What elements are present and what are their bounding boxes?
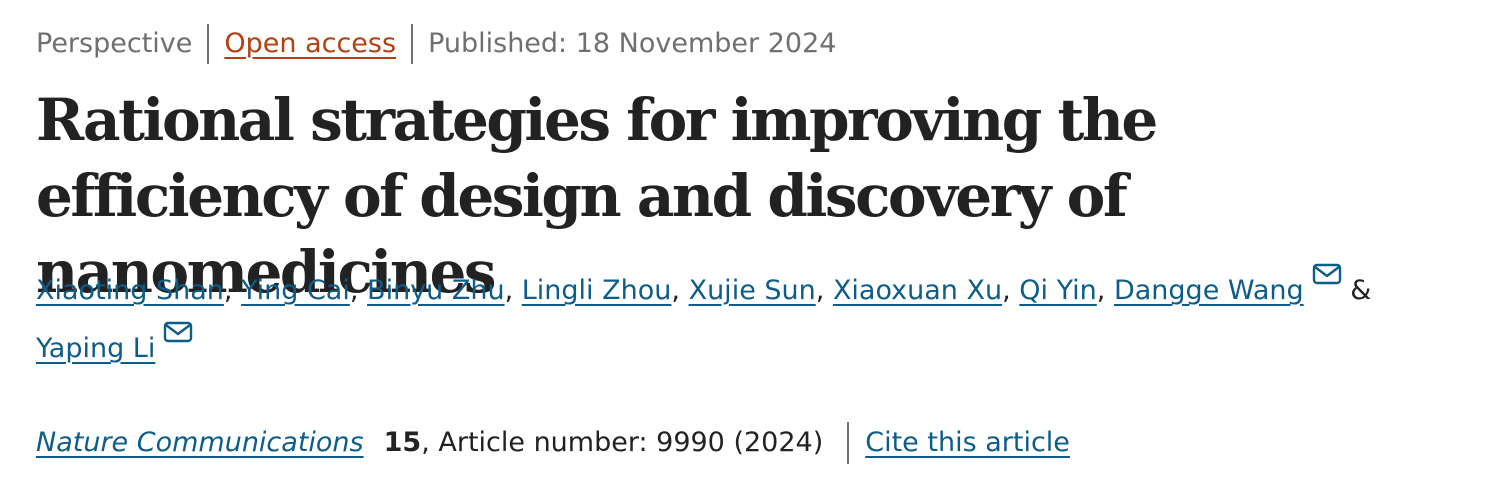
journal-volume: 15 [383, 427, 422, 458]
author-separator: , [504, 275, 514, 306]
author-link[interactable]: Dangge Wang [1113, 275, 1304, 306]
author-link[interactable]: Yaping Li [36, 333, 156, 364]
article-title: Rational strategies for improving the ef… [36, 86, 1158, 306]
author-link[interactable]: Lingli Zhou [521, 275, 672, 306]
author-separator: , [815, 275, 825, 306]
journal-link[interactable]: Nature Communications [36, 427, 364, 458]
author-link[interactable]: Binyu Zhu [367, 275, 505, 306]
author-link[interactable]: Xiaoting Shan [36, 275, 224, 306]
meta-separator [207, 24, 210, 64]
author-link[interactable]: Qi Yin [1019, 275, 1097, 306]
article-type: Perspective [36, 28, 193, 59]
author-list: Xiaoting Shan, Ying Cai, Binyu Zhu, Ling… [36, 262, 1456, 378]
citation-row: Nature Communications 15 , Article numbe… [36, 422, 1070, 464]
author-link[interactable]: Xiaoxuan Xu [832, 275, 1003, 306]
published-date: Published: 18 November 2024 [428, 28, 837, 59]
mail-icon[interactable] [1312, 263, 1342, 285]
mail-icon[interactable] [163, 321, 193, 343]
author-separator: , [1002, 275, 1011, 306]
author-link[interactable]: Xujie Sun [688, 275, 816, 306]
author-link[interactable]: Ying Cai [241, 275, 350, 306]
article-meta-row: Perspective Open access Published: 18 No… [36, 24, 836, 64]
author-separator: , [223, 275, 233, 306]
author-separator: , [349, 275, 359, 306]
cite-this-article-link[interactable]: Cite this article [865, 427, 1070, 458]
author-separator: & [1350, 275, 1372, 306]
citation-separator [847, 422, 850, 464]
open-access-link[interactable]: Open access [224, 28, 397, 59]
meta-separator [411, 24, 414, 64]
author-separator: , [671, 275, 680, 306]
author-separator: , [1096, 275, 1106, 306]
article-number: , Article number: 9990 (2024) [421, 427, 824, 458]
